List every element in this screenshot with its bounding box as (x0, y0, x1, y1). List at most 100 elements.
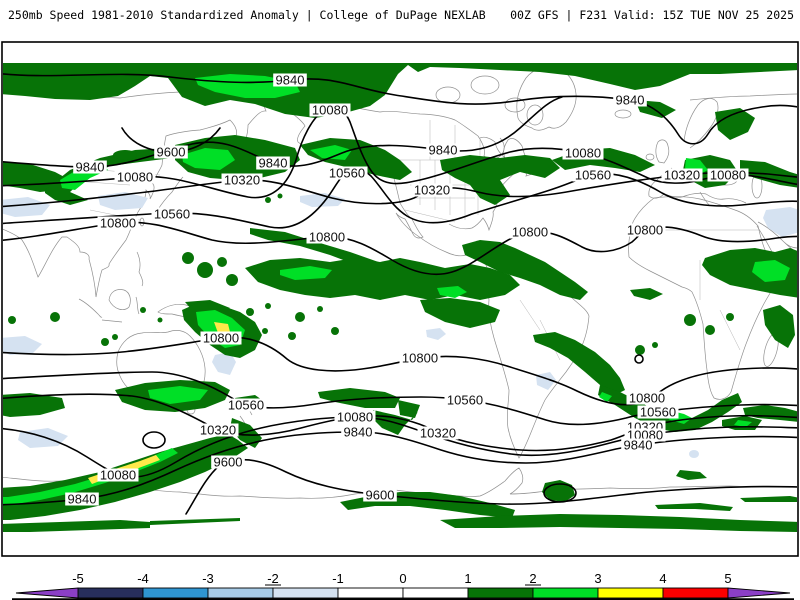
model-run-info: 00Z GFS | F231 Valid: 15Z TUE NOV 25 202… (510, 8, 794, 22)
contour-label: 10800 (624, 223, 666, 238)
contour-label: 10800 (306, 230, 348, 245)
contour-label: 10800 (626, 391, 668, 406)
contour-label: 10080 (309, 103, 351, 118)
contour-label: 10320 (417, 426, 459, 441)
colorbar-segment (662, 587, 729, 599)
svg-text:10800: 10800 (309, 230, 345, 245)
colorbar-segment (467, 587, 534, 599)
colorbar-tick: -2 (267, 571, 279, 586)
colorbar-segment (207, 587, 274, 599)
contour-label: 9840 (73, 160, 107, 175)
contour-label: 10320 (221, 173, 263, 188)
svg-text:9840: 9840 (429, 143, 458, 158)
svg-text:10080: 10080 (337, 410, 373, 425)
svg-text:10560: 10560 (154, 207, 190, 222)
colorbar-tick: -1 (332, 571, 344, 586)
colorbar-segment (402, 587, 469, 599)
svg-text:9840: 9840 (68, 492, 97, 507)
contour-label: 10080 (707, 168, 749, 183)
contour-label: 10080 (334, 410, 376, 425)
contour-label: 10320 (197, 423, 239, 438)
contour-label: 10560 (151, 207, 193, 222)
svg-text:10320: 10320 (664, 168, 700, 183)
contour-label: 9840 (613, 93, 647, 108)
colorbar-arrow-left (15, 587, 79, 599)
contour-label: 9840 (256, 156, 290, 171)
contour-label: 9840 (341, 425, 375, 440)
svg-text:9600: 9600 (214, 455, 243, 470)
contour-label: 9600 (154, 145, 188, 160)
contour-label: 9840 (65, 492, 99, 507)
svg-text:10560: 10560 (228, 398, 264, 413)
svg-text:9600: 9600 (366, 488, 395, 503)
colorbar-arrow-right (727, 587, 791, 599)
svg-text:9840: 9840 (276, 73, 305, 88)
svg-text:10320: 10320 (200, 423, 236, 438)
svg-text:10080: 10080 (117, 170, 153, 185)
svg-text:10560: 10560 (329, 166, 365, 181)
svg-text:9840: 9840 (616, 93, 645, 108)
colorbar: -5 -4 -3 -2 -1 0 1 2 3 4 5 (12, 571, 794, 600)
svg-text:10800: 10800 (402, 351, 438, 366)
colorbar-tick: 3 (594, 571, 601, 586)
positive-anomaly-weak-layer (3, 63, 797, 532)
svg-text:10320: 10320 (414, 183, 450, 198)
colorbar-tick: 0 (399, 571, 406, 586)
contour-label: 9840 (621, 438, 655, 453)
contour-label: 9600 (211, 455, 245, 470)
colorbar-segment (272, 587, 339, 599)
contour-label: 10800 (200, 331, 242, 346)
colorbar-tick: 2 (529, 571, 536, 586)
svg-text:9600: 9600 (157, 145, 186, 160)
svg-text:10560: 10560 (575, 168, 611, 183)
contour-label: 10560 (637, 405, 679, 420)
colorbar-segment (337, 587, 404, 599)
svg-text:10080: 10080 (710, 168, 746, 183)
contour-label: 10560 (225, 398, 267, 413)
colorbar-segment (597, 587, 664, 599)
contour-label: 9840 (426, 143, 460, 158)
contour-label: 10560 (572, 168, 614, 183)
svg-text:10080: 10080 (312, 103, 348, 118)
svg-text:10800: 10800 (627, 223, 663, 238)
contour-label: 10800 (97, 216, 139, 231)
contour-label: 10800 (399, 351, 441, 366)
svg-text:9840: 9840 (344, 425, 373, 440)
contour-label: 10560 (326, 166, 368, 181)
contour-label: 10560 (444, 393, 486, 408)
anomaly-speckles (8, 193, 734, 355)
contour-lines-layer (3, 73, 797, 515)
colorbar-tick: -5 (72, 571, 84, 586)
map-frame (1, 41, 799, 557)
svg-text:9840: 9840 (76, 160, 105, 175)
colorbar-tick: 5 (724, 571, 731, 586)
svg-text:10800: 10800 (100, 216, 136, 231)
colorbar-tick: 1 (464, 571, 471, 586)
colorbar-tick: 4 (659, 571, 666, 586)
svg-text:10800: 10800 (203, 331, 239, 346)
svg-text:10800: 10800 (629, 391, 665, 406)
svg-text:10080: 10080 (565, 146, 601, 161)
svg-text:9840: 9840 (624, 438, 653, 453)
contour-label: 10320 (411, 183, 453, 198)
svg-text:10320: 10320 (420, 426, 456, 441)
header: 250mb Speed 1981-2010 Standardized Anoma… (0, 0, 800, 30)
contour-label: 10080 (562, 146, 604, 161)
contour-label: 10080 (114, 170, 156, 185)
svg-text:9840: 9840 (259, 156, 288, 171)
contour-label: 10800 (509, 225, 551, 240)
page-title: 250mb Speed 1981-2010 Standardized Anoma… (8, 8, 486, 22)
colorbar-tick: -3 (202, 571, 214, 586)
svg-text:10320: 10320 (224, 173, 260, 188)
svg-text:10080: 10080 (100, 468, 136, 483)
svg-text:10560: 10560 (640, 405, 676, 420)
svg-text:10800: 10800 (512, 225, 548, 240)
colorbar-segment (142, 587, 209, 599)
contour-label: 9600 (363, 488, 397, 503)
colorbar-segment (77, 587, 144, 599)
colorbar-segment (532, 587, 599, 599)
contour-label: 9840 (273, 73, 307, 88)
